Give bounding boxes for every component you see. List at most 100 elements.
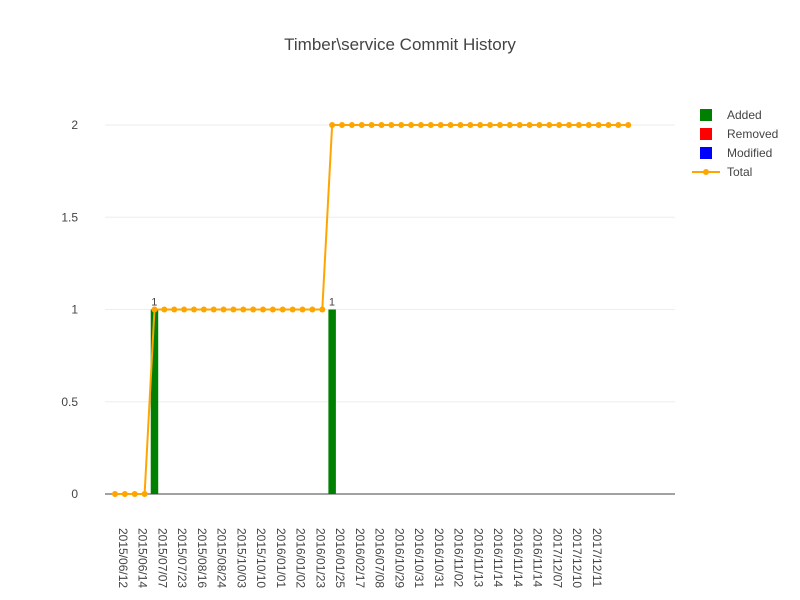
- total-marker: [566, 122, 573, 128]
- total-marker: [516, 122, 523, 128]
- x-tick-label: 2016/01/01: [274, 528, 288, 588]
- total-marker: [585, 122, 592, 128]
- x-tick-label: 2016/11/14: [511, 528, 525, 587]
- total-marker: [112, 491, 118, 497]
- x-tick-label: 2015/10/03: [234, 528, 248, 588]
- total-marker: [250, 306, 257, 313]
- total-marker: [309, 306, 316, 313]
- total-marker: [408, 122, 415, 128]
- total-marker: [506, 122, 513, 128]
- gridlines: [105, 124, 675, 403]
- x-tick-label: 2016/10/31: [412, 528, 426, 588]
- total-marker: [279, 306, 286, 313]
- legend-swatch-added: [700, 109, 712, 121]
- total-marker: [161, 306, 168, 313]
- x-tick-label: 2016/01/02: [294, 528, 308, 588]
- total-line-series: [112, 122, 632, 497]
- y-tick-label: 0: [71, 487, 78, 501]
- y-tick-label: 1.5: [61, 210, 78, 224]
- total-marker: [181, 306, 188, 313]
- x-tick-label: 2015/07/07: [155, 528, 169, 588]
- total-marker: [220, 306, 227, 313]
- total-marker: [299, 306, 306, 313]
- total-marker: [378, 122, 385, 128]
- x-tick-label: 2015/08/16: [195, 528, 209, 588]
- y-tick-label: 0.5: [61, 395, 78, 409]
- total-marker: [417, 122, 424, 128]
- total-marker: [171, 306, 178, 313]
- total-marker: [615, 122, 622, 128]
- total-marker: [131, 491, 138, 497]
- legend-swatch-modified: [700, 147, 712, 159]
- x-tick-label: 2016/11/02: [452, 528, 466, 587]
- legend-swatch-removed: [700, 128, 712, 140]
- legend-label: Modified: [727, 146, 772, 160]
- total-marker: [487, 122, 494, 128]
- total-marker: [190, 306, 197, 313]
- total-marker: [210, 306, 217, 313]
- x-tick-label: 2016/10/31: [432, 528, 446, 588]
- x-tick-label: 2015/06/12: [116, 528, 130, 588]
- x-axis-ticks: 2015/06/12 2015/06/14 2015/07/07 2015/07/23…: [116, 528, 604, 588]
- total-marker: [556, 122, 563, 128]
- legend-label: Added: [727, 108, 762, 122]
- total-marker: [260, 306, 267, 313]
- total-marker: [121, 491, 128, 497]
- total-marker: [546, 122, 553, 128]
- total-marker: [289, 306, 296, 313]
- total-marker: [329, 122, 336, 128]
- total-marker: [141, 491, 148, 497]
- total-marker: [447, 122, 454, 128]
- y-axis-ticks: 0 0.5 1 1.5 2: [61, 118, 78, 501]
- total-marker: [368, 122, 375, 128]
- total-marker: [339, 122, 346, 128]
- legend-item-added: Added: [700, 108, 762, 122]
- bar-data-label: 1: [329, 297, 335, 309]
- x-tick-label: 2016/10/29: [392, 528, 406, 588]
- y-tick-label: 2: [71, 118, 78, 132]
- total-marker: [526, 122, 533, 128]
- total-marker: [240, 306, 247, 313]
- x-tick-label: 2016/11/14: [491, 528, 505, 587]
- legend-label: Total: [727, 165, 752, 179]
- total-marker: [358, 122, 365, 128]
- bars: [150, 309, 336, 494]
- total-marker: [496, 122, 503, 128]
- legend-marker-swatch: [703, 169, 709, 175]
- legend-item-removed: Removed: [700, 127, 778, 141]
- total-marker: [575, 122, 582, 128]
- total-marker: [605, 122, 612, 128]
- total-marker: [200, 306, 207, 313]
- total-marker: [348, 122, 355, 128]
- x-tick-label: 2017/12/11: [590, 528, 604, 587]
- x-tick-label: 2016/11/13: [471, 528, 485, 587]
- total-marker: [457, 122, 464, 128]
- x-tick-label: 2015/08/24: [215, 528, 229, 588]
- total-marker: [437, 122, 444, 128]
- x-tick-label: 2016/07/08: [373, 528, 387, 588]
- x-tick-label: 2015/10/10: [254, 528, 268, 588]
- x-tick-label: 2016/01/23: [313, 528, 327, 588]
- total-marker: [269, 306, 276, 313]
- total-marker: [151, 306, 158, 313]
- x-tick-label: 2017/12/07: [550, 528, 564, 588]
- x-tick-label: 2017/12/10: [570, 528, 584, 588]
- bar-data-label: 1: [151, 297, 157, 309]
- bar-added: [150, 309, 159, 494]
- total-marker: [477, 122, 484, 128]
- x-tick-label: 2015/07/23: [175, 528, 189, 588]
- x-tick-label: 2016/01/25: [333, 528, 347, 588]
- total-marker: [319, 306, 326, 313]
- chart-title: Timber\service Commit History: [284, 35, 516, 54]
- total-marker: [625, 122, 632, 128]
- legend-item-modified: Modified: [700, 146, 772, 160]
- bar-added: [328, 309, 336, 494]
- total-marker: [467, 122, 474, 128]
- total-marker: [230, 306, 237, 313]
- total-marker: [595, 122, 602, 128]
- x-tick-label: 2016/11/14: [531, 528, 545, 587]
- total-marker: [427, 122, 434, 128]
